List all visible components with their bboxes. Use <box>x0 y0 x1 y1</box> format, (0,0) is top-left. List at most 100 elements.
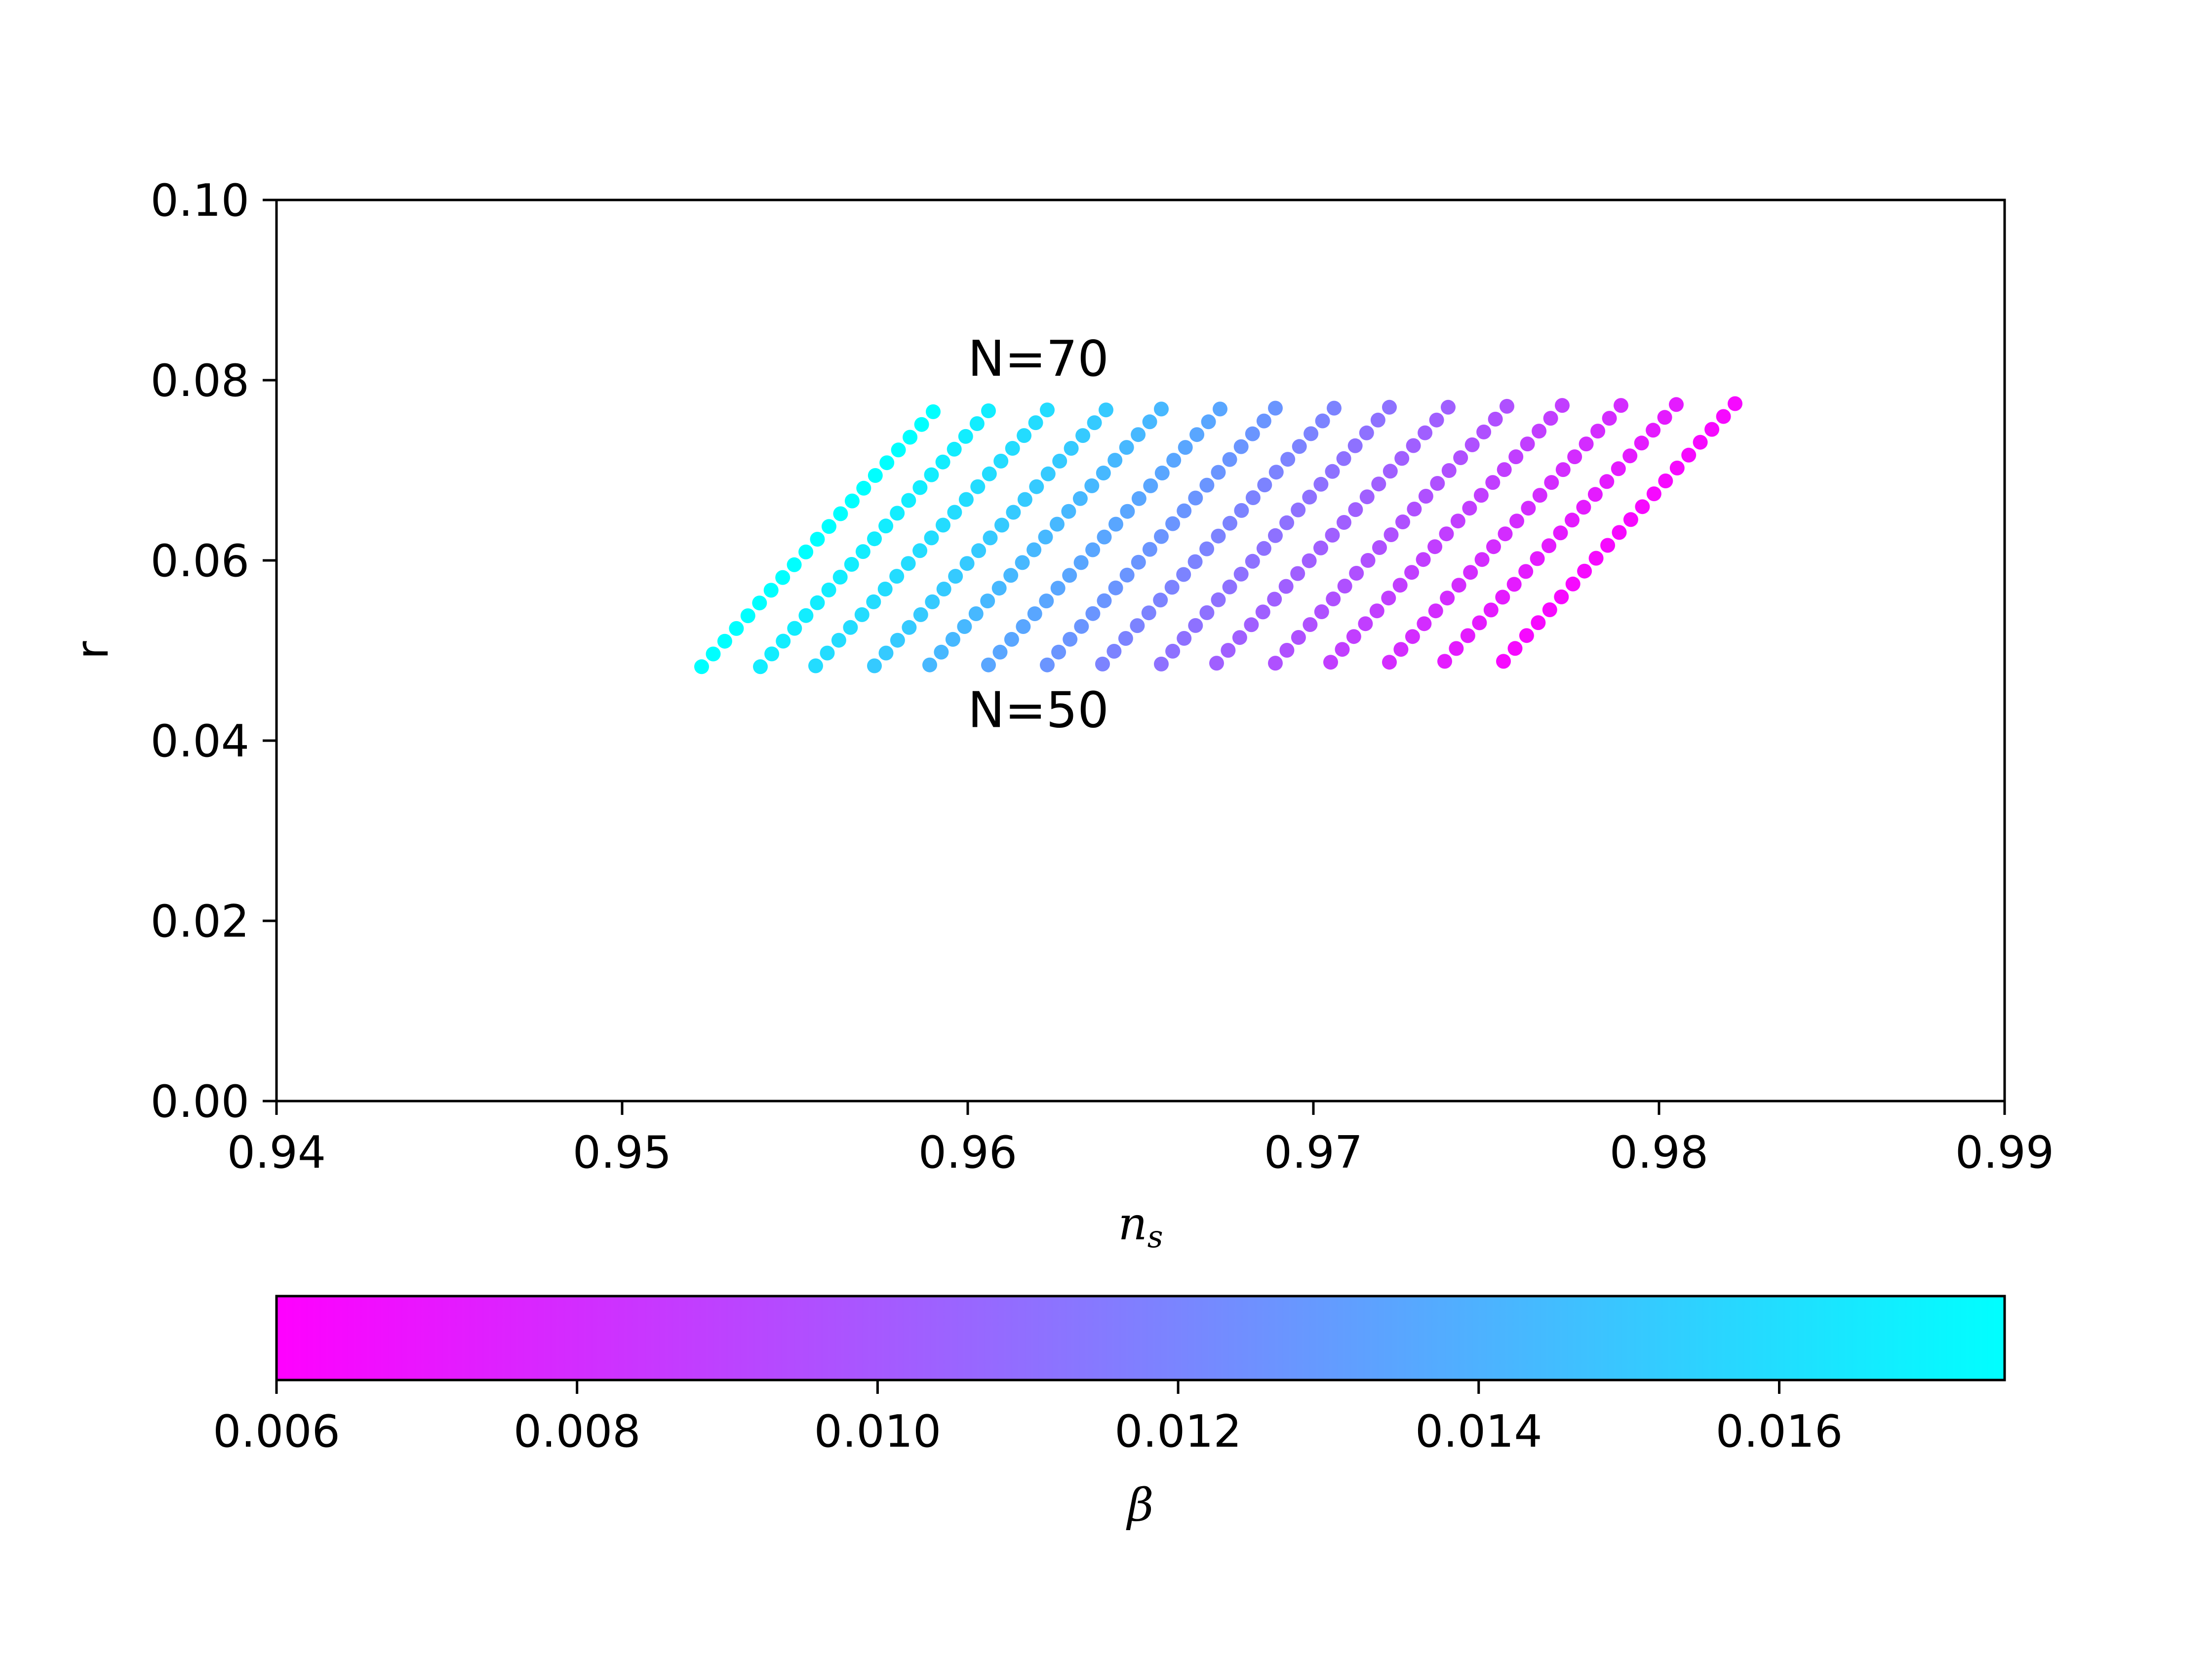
scatter-point <box>1278 579 1294 594</box>
scatter-point <box>832 569 848 585</box>
scatter-point <box>1313 540 1328 555</box>
scatter-point <box>1429 412 1444 428</box>
scatter-point <box>1279 515 1295 530</box>
scatter-point <box>1532 424 1547 439</box>
scatter-point <box>1381 591 1396 606</box>
scatter-point <box>1393 642 1409 657</box>
scatter-point <box>947 441 962 457</box>
y-axis-ticks: 0.00 0.02 0.04 0.06 0.08 0.10 <box>151 175 276 1128</box>
y-axis-label: r <box>67 641 118 659</box>
scatter-point <box>1256 541 1271 556</box>
scatter-point <box>1588 551 1604 566</box>
x-tick-label: 0.98 <box>1610 1127 1708 1179</box>
scatter-point <box>958 429 973 444</box>
scatter-point <box>1325 527 1340 543</box>
scatter-point <box>1108 580 1123 595</box>
scatter-point <box>1176 567 1191 582</box>
colorbar-tick-label: 0.014 <box>1415 1406 1542 1458</box>
scatter-point <box>1153 592 1168 608</box>
scatter-point <box>1280 452 1296 467</box>
scatter-point <box>1222 452 1237 467</box>
scatter-point <box>980 593 995 609</box>
scatter-point <box>1164 580 1180 595</box>
annotations: N=70 N=50 <box>968 330 1109 739</box>
scatter-point <box>808 658 823 673</box>
scatter-point <box>1496 654 1511 669</box>
scatter-point <box>1348 502 1363 517</box>
scatter-point <box>1302 489 1317 505</box>
scatter-point <box>1337 515 1351 530</box>
scatter-point <box>867 531 882 547</box>
scatter-point <box>1106 644 1122 659</box>
scatter-point <box>878 518 894 534</box>
x-tick-label: 0.94 <box>227 1127 326 1179</box>
scatter-point <box>1669 397 1684 412</box>
scatter-point <box>1256 413 1271 429</box>
scatter-point <box>717 633 732 649</box>
scatter-point <box>1029 479 1044 494</box>
scatter-point <box>1006 505 1021 520</box>
scatter-point <box>924 530 939 546</box>
scatter-point <box>821 582 836 597</box>
scatter-point <box>1154 401 1169 417</box>
scatter-point <box>1532 488 1547 503</box>
scatter-point <box>1337 579 1352 593</box>
scatter-point <box>1074 619 1089 634</box>
scatter-point <box>822 519 836 534</box>
scatter-point <box>1315 413 1330 429</box>
scatter-point <box>843 620 858 635</box>
scatter-point <box>912 480 928 495</box>
scatter-point <box>1188 618 1203 633</box>
scatter-points <box>694 396 1742 674</box>
scatter-point <box>1233 566 1249 582</box>
scatter-point <box>1313 476 1329 492</box>
scatter-point <box>1165 516 1181 531</box>
scatter-point <box>1302 553 1317 568</box>
scatter-point <box>1599 474 1615 489</box>
scatter-point <box>1187 554 1203 569</box>
scatter-point <box>753 659 768 674</box>
scatter-point <box>1097 593 1112 608</box>
scatter-point <box>833 506 848 521</box>
scatter-point <box>1131 491 1146 506</box>
scatter-point <box>1567 449 1582 465</box>
scatter-point <box>1587 487 1603 502</box>
scatter-point <box>1416 552 1431 567</box>
scatter-point <box>1096 466 1111 480</box>
scatter-point <box>1498 526 1513 542</box>
y-tick-label: 0.06 <box>151 535 249 587</box>
scatter-point <box>1166 453 1182 468</box>
scatter-point <box>1291 630 1306 645</box>
scatter-point <box>1473 488 1489 503</box>
scatter-point <box>1392 578 1408 593</box>
scatter-point <box>1335 642 1350 657</box>
scatter-point <box>1486 539 1501 554</box>
scatter-point <box>1542 602 1557 617</box>
colorbar <box>275 1295 2006 1382</box>
scatter-point <box>1268 465 1284 480</box>
scatter-point <box>1040 466 1056 481</box>
scatter-point <box>1346 629 1361 644</box>
scatter-point <box>1303 617 1318 632</box>
scatter-point <box>1519 628 1534 643</box>
scatter-point <box>775 570 790 585</box>
scatter-point <box>1325 464 1340 479</box>
scatter-point <box>1040 657 1055 672</box>
scatter-point <box>1015 555 1030 570</box>
scatter-point <box>1119 440 1134 455</box>
scatter-point <box>936 582 951 596</box>
scatter-point <box>856 480 871 496</box>
scatter-point <box>1119 567 1135 583</box>
colorbar-ticks: 0.006 0.008 0.010 0.012 0.014 0.016 <box>213 1380 1843 1458</box>
scatter-point <box>1038 529 1053 545</box>
scatter-point <box>810 595 825 610</box>
y-tick-label: 0.02 <box>151 896 249 948</box>
scatter-point <box>1130 618 1145 633</box>
scatter-point <box>706 646 721 662</box>
scatter-point <box>1520 436 1535 452</box>
scatter-point <box>1073 555 1089 570</box>
scatter-point <box>1508 449 1524 465</box>
scatter-point <box>1370 412 1385 428</box>
scatter-point <box>970 479 986 494</box>
scatter-point <box>1221 643 1236 658</box>
